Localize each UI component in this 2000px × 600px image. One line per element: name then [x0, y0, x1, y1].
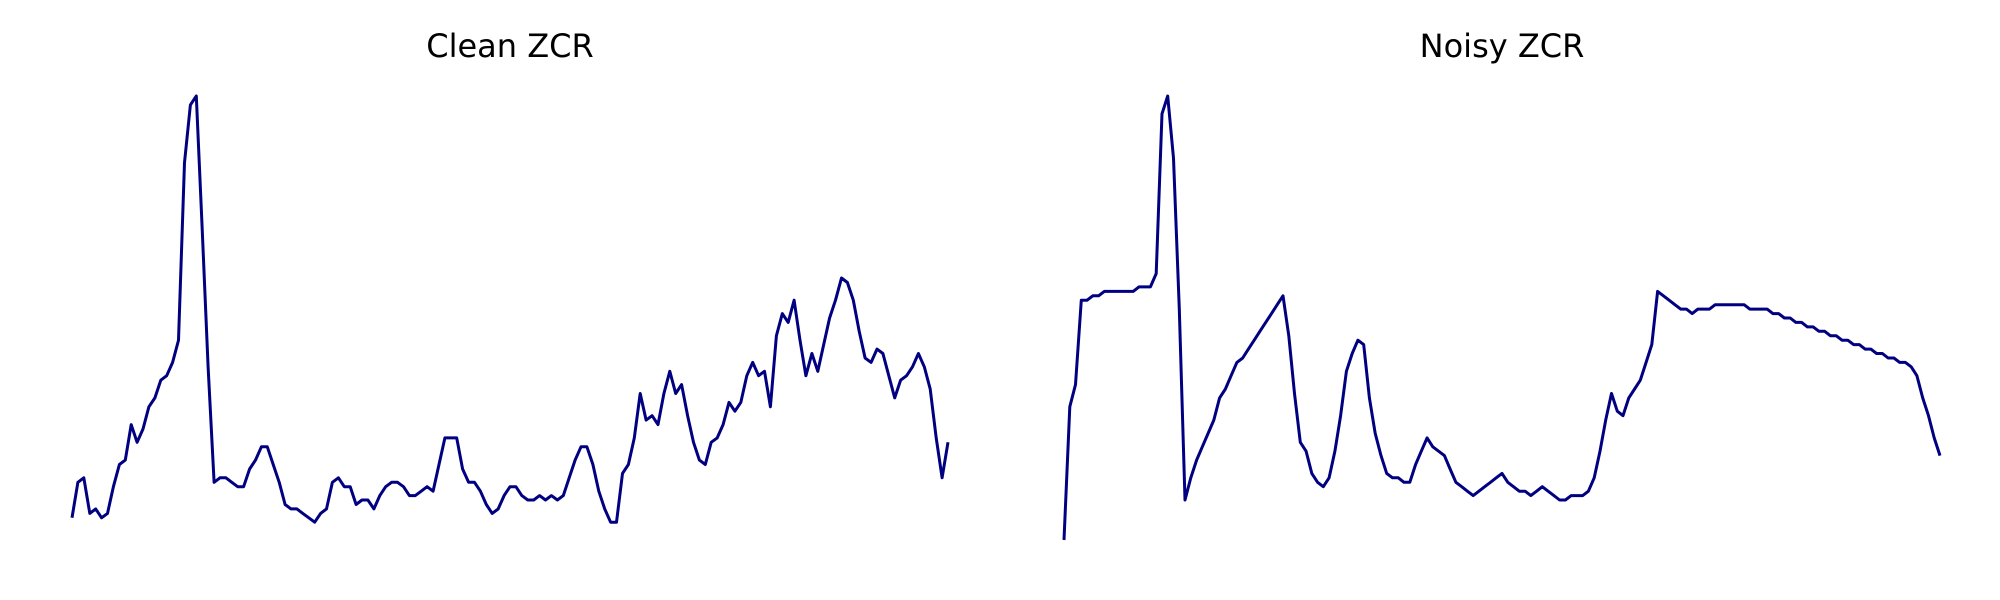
clean-zcr-title: Clean ZCR	[426, 27, 593, 65]
noisy-zcr-series-line	[1062, 94, 1942, 541]
clean-zcr-series-line	[70, 94, 950, 524]
noisy-zcr-title: Noisy ZCR	[1420, 27, 1585, 65]
noisy-zcr-plot-area	[1062, 94, 1942, 541]
clean-zcr-plot-area	[70, 94, 950, 524]
clean-zcr-panel: Clean ZCR	[70, 27, 950, 524]
noisy-zcr-panel: Noisy ZCR	[1062, 27, 1942, 541]
